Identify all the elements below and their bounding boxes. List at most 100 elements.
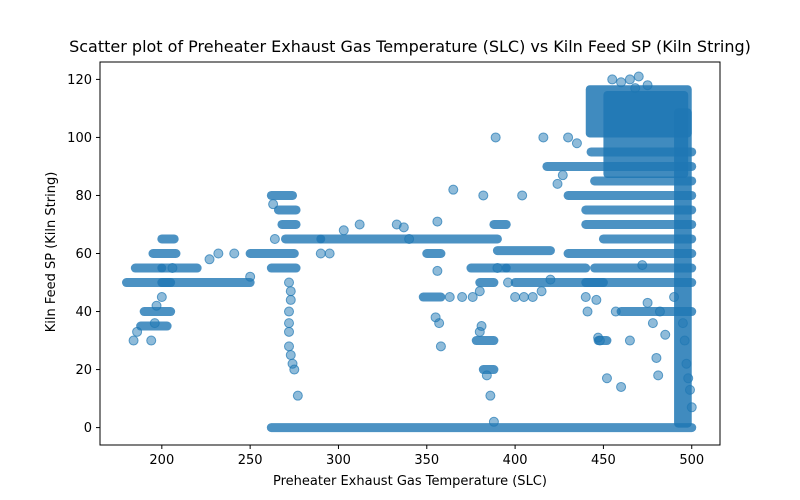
data-point: [686, 402, 697, 413]
data-point: [642, 297, 653, 308]
data-point: [642, 80, 653, 91]
data-point: [156, 292, 167, 303]
data-point: [434, 318, 445, 329]
data-point: [669, 292, 680, 303]
data-point: [660, 329, 671, 340]
y-tick-label: 60: [75, 247, 92, 262]
data-point: [204, 254, 215, 265]
data-point: [338, 225, 349, 236]
data-point: [167, 263, 178, 274]
data-point: [683, 373, 694, 384]
data-point: [518, 292, 529, 303]
data-point: [146, 335, 157, 346]
data-point: [229, 248, 240, 259]
data-point: [245, 271, 256, 282]
data-point: [684, 384, 695, 395]
data-point: [647, 318, 658, 329]
data-point: [594, 335, 605, 346]
data-point: [527, 292, 538, 303]
y-tick-label: 120: [67, 73, 92, 88]
data-point: [481, 370, 492, 381]
data-point: [289, 364, 300, 375]
data-point: [536, 286, 547, 297]
data-point: [610, 306, 621, 317]
y-tick-label: 0: [84, 421, 92, 436]
data-point: [681, 358, 692, 369]
data-point: [285, 294, 296, 305]
data-point: [571, 138, 582, 149]
data-point: [538, 132, 549, 143]
data-point: [448, 184, 459, 195]
data-point: [285, 286, 296, 297]
data-point: [679, 335, 690, 346]
data-point: [653, 370, 664, 381]
x-tick-label: 300: [326, 453, 351, 468]
x-tick-label: 250: [238, 453, 263, 468]
data-point: [284, 277, 295, 288]
x-tick-label: 200: [149, 453, 174, 468]
x-tick-label: 350: [414, 453, 439, 468]
data-point: [324, 248, 335, 259]
data-point: [624, 74, 635, 85]
data-point: [285, 350, 296, 361]
x-tick-label: 450: [591, 453, 616, 468]
x-tick-label: 400: [503, 453, 528, 468]
y-axis-label: Kiln Feed SP (Kiln String): [44, 172, 59, 333]
points-layer: [121, 71, 697, 433]
data-point: [637, 260, 648, 271]
data-point: [624, 335, 635, 346]
data-point: [485, 390, 496, 401]
data-point: [563, 132, 574, 143]
data-point: [616, 77, 627, 88]
data-point: [633, 71, 644, 82]
data-point: [616, 381, 627, 392]
data-point: [591, 294, 602, 305]
data-point: [284, 341, 295, 352]
data-point: [630, 83, 641, 94]
y-tick-label: 40: [75, 305, 92, 320]
data-point: [444, 292, 455, 303]
data-point: [149, 318, 160, 329]
x-axis-label: Preheater Exhaust Gas Temperature (SLC): [273, 474, 547, 489]
data-point: [677, 318, 688, 329]
data-point: [557, 170, 568, 181]
data-point: [490, 132, 501, 143]
y-tick-label: 20: [75, 363, 92, 378]
dense-region: [674, 108, 692, 428]
data-point: [478, 190, 489, 201]
data-point: [552, 178, 563, 189]
data-point: [517, 190, 528, 201]
chart-title: Scatter plot of Preheater Exhaust Gas Te…: [69, 37, 751, 56]
data-point: [510, 292, 521, 303]
axes-layer: 200 250 300 350 400 450 500 0 20 40 60 80 100 120: [67, 61, 721, 468]
data-point: [398, 222, 409, 233]
data-point: [474, 286, 485, 297]
data-point: [435, 341, 446, 352]
data-point: [457, 292, 468, 303]
data-point: [268, 199, 279, 210]
data-point: [601, 373, 612, 384]
dense-region: [603, 91, 689, 179]
data-point: [607, 74, 618, 85]
data-point: [474, 326, 485, 337]
data-point: [432, 265, 443, 276]
data-point: [284, 326, 295, 337]
data-point: [404, 233, 415, 244]
y-tick-label: 80: [75, 189, 92, 204]
data-point: [269, 233, 280, 244]
data-point: [132, 326, 143, 337]
data-point: [292, 390, 303, 401]
data-point: [128, 335, 139, 346]
data-point: [545, 274, 556, 285]
data-point: [488, 416, 499, 427]
data-point: [284, 318, 295, 329]
data-point: [582, 306, 593, 317]
data-point: [580, 292, 591, 303]
data-point: [432, 216, 443, 227]
y-tick-label: 100: [67, 131, 92, 146]
data-point: [651, 352, 662, 363]
data-point: [492, 263, 503, 274]
data-point: [151, 300, 162, 311]
data-point: [467, 292, 478, 303]
